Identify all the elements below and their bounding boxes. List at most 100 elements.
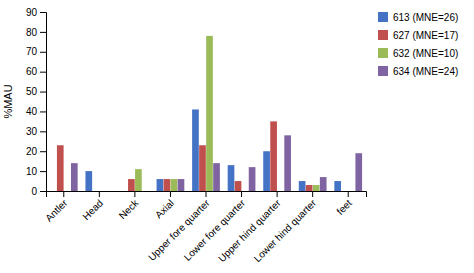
tick: Lower hind quarter — [252, 191, 319, 264]
tick: 10 — [26, 166, 46, 177]
tick-label: Lower fore quarter — [182, 197, 248, 263]
legend-item: 632 (MNE=10) — [378, 48, 458, 59]
tick-label: 50 — [26, 86, 38, 97]
tick: 30 — [26, 126, 46, 137]
bar — [199, 145, 206, 191]
tick-label: 30 — [26, 126, 38, 137]
bar — [64, 191, 71, 192]
tick-mark — [40, 72, 46, 73]
bar — [277, 191, 284, 192]
legend-label: 634 (MNE=24) — [393, 66, 458, 77]
tick: Antler — [43, 191, 70, 224]
plot: 0102030405060708090AntlerHeadNeckAxialUp… — [2, 7, 367, 264]
tick-mark — [241, 191, 242, 197]
legend-label: 627 (MNE=17) — [393, 30, 458, 41]
bar — [348, 191, 355, 192]
axis-line — [47, 192, 367, 198]
bar — [171, 179, 178, 191]
chart: 0102030405060708090AntlerHeadNeckAxialUp… — [0, 0, 474, 273]
tick: 50 — [26, 86, 46, 97]
tick-label: Head — [80, 197, 105, 222]
tick-mark — [40, 32, 46, 33]
tick-label: Upper hind quarter — [216, 197, 283, 264]
bar — [228, 165, 235, 191]
x-axis: AntlerHeadNeckAxialUpper fore quarterLow… — [43, 191, 366, 264]
bar — [92, 191, 99, 192]
series — [71, 135, 362, 191]
tick: 70 — [26, 46, 46, 57]
bar — [50, 191, 57, 192]
tick: feet — [334, 191, 354, 217]
tick-label: 80 — [26, 27, 38, 38]
bar — [299, 181, 306, 191]
tick-mark — [312, 191, 313, 197]
tick-mark — [206, 191, 207, 197]
bar — [235, 181, 242, 191]
legend: 613 (MNE=26) 627 (MNE=17) 632 (MNE=10) 634 … — [378, 12, 458, 77]
tick-label: 10 — [26, 166, 38, 177]
tick-mark — [348, 191, 349, 197]
tick-label: Neck — [117, 197, 142, 222]
bar — [71, 163, 78, 191]
legend-label: 613 (MNE=26) — [393, 12, 458, 23]
bar — [213, 163, 220, 191]
tick-mark — [40, 52, 46, 53]
bar — [320, 177, 327, 191]
legend-swatch — [378, 48, 388, 58]
bar — [164, 179, 171, 191]
tick-mark — [40, 12, 46, 13]
legend-item: 627 (MNE=17) — [378, 30, 458, 41]
tick: 40 — [26, 106, 46, 117]
tick-label: 40 — [26, 106, 38, 117]
tick: 20 — [26, 146, 46, 157]
tick: Head — [80, 191, 105, 222]
bar — [313, 185, 320, 191]
tick-label: Antler — [43, 197, 70, 224]
bar — [157, 179, 164, 191]
tick-label: Upper fore quarter — [146, 197, 212, 263]
bar — [192, 109, 199, 191]
tick-label: 70 — [26, 46, 38, 57]
tick: Axial — [153, 191, 176, 220]
tick-mark — [40, 151, 46, 152]
tick-mark — [40, 131, 46, 132]
legend-swatch — [378, 66, 388, 76]
tick: Upper hind quarter — [216, 191, 283, 264]
bar — [107, 191, 114, 192]
bar — [270, 121, 277, 191]
axis-line — [40, 13, 47, 192]
bar — [135, 169, 142, 191]
bar — [57, 145, 64, 191]
bar — [121, 191, 128, 192]
tick-mark — [99, 191, 100, 197]
legend-swatch — [378, 12, 388, 22]
tick-mark — [40, 191, 46, 192]
series — [85, 109, 341, 191]
tick-mark — [134, 191, 135, 197]
tick: Upper fore quarter — [146, 191, 212, 263]
tick-label: feet — [334, 197, 354, 217]
bar — [355, 153, 362, 191]
series — [135, 36, 319, 191]
bar — [128, 179, 135, 191]
tick-mark — [63, 191, 64, 197]
y-axis: 0 10 20 30 40 50 60 70 80 90 — [26, 7, 47, 197]
tick-label: 0 — [31, 186, 37, 197]
legend-item: 634 (MNE=24) — [378, 66, 458, 77]
tick-label: 90 — [26, 7, 38, 18]
tick: 60 — [26, 66, 46, 77]
legend-item: 613 (MNE=26) — [378, 12, 458, 23]
bar — [334, 181, 341, 191]
bars — [57, 36, 362, 191]
tick: Neck — [117, 191, 142, 221]
axis-title: %MAU — [2, 84, 14, 118]
bar — [341, 191, 348, 192]
bar — [85, 171, 92, 191]
legend-label: 632 (MNE=10) — [393, 48, 458, 59]
bar — [249, 167, 256, 191]
tick-mark — [277, 191, 278, 197]
tick-mark — [40, 171, 46, 172]
bar — [206, 36, 213, 191]
tick-mark — [40, 92, 46, 93]
tick-mark — [40, 111, 46, 112]
